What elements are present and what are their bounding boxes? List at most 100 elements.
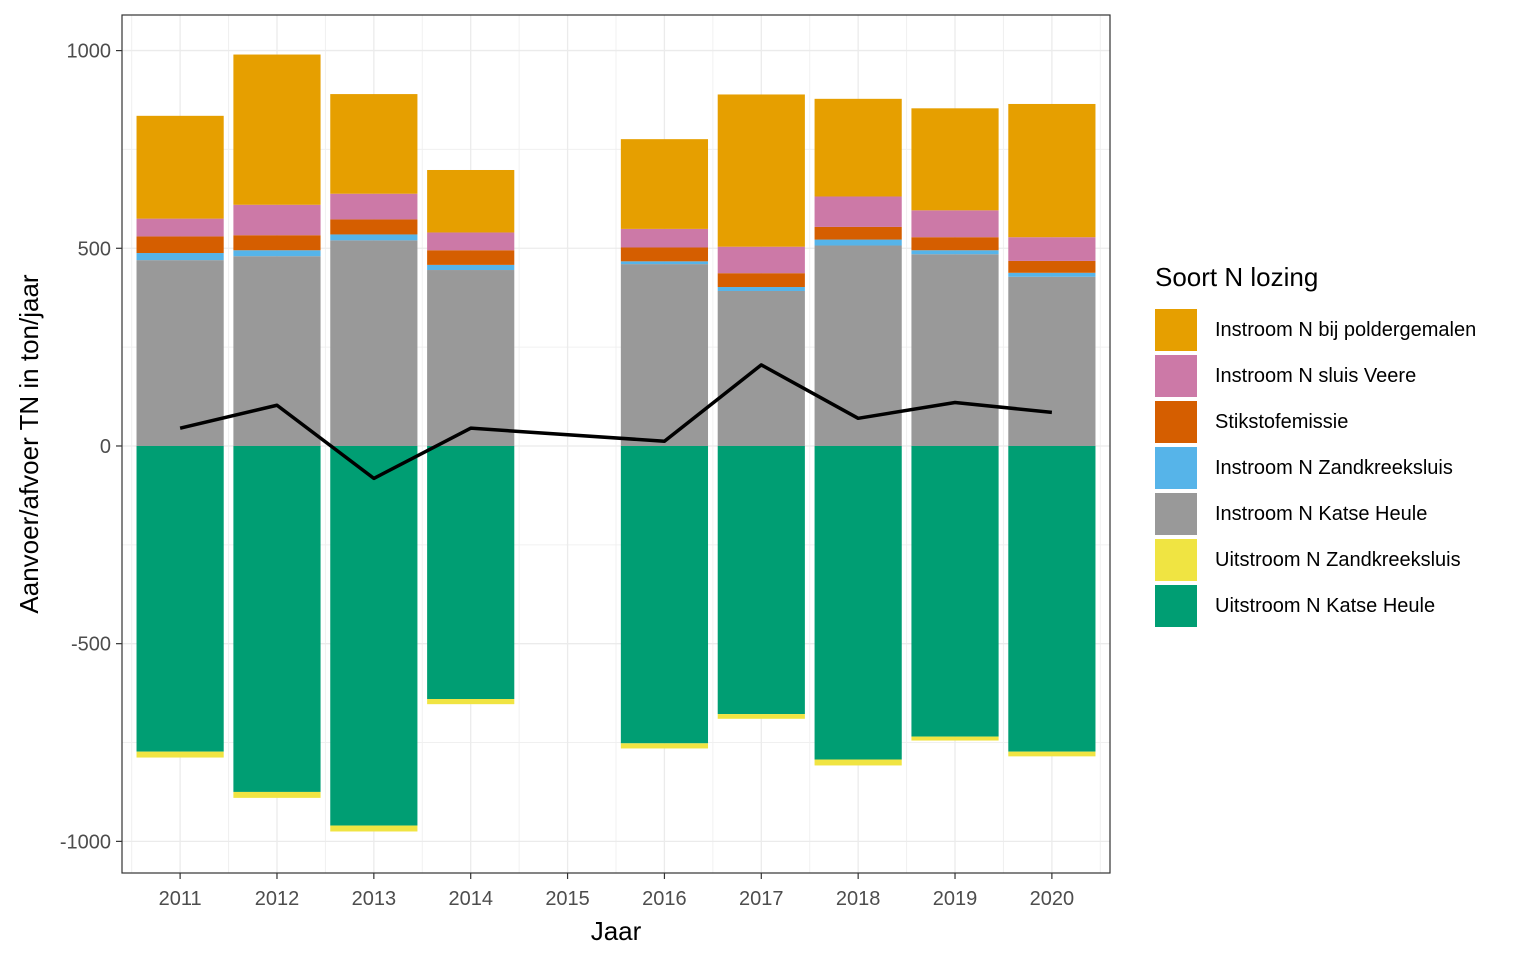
bar-segment-uitstroom-n-katse-heule-2012 (233, 445, 321, 792)
legend-item: Stikstofemissie (1155, 399, 1476, 445)
bar-segment-instroom-n-sluis-veere-2012 (233, 204, 321, 236)
bar-segment-instroom-n-katse-heule-2019 (911, 254, 999, 446)
legend-swatch (1155, 493, 1197, 535)
bar-segment-instroom-n-zandkreeksluis-2019 (911, 250, 999, 255)
bar-segment-stikstofemissie-2013 (330, 219, 418, 235)
bar-segment-instroom-n-sluis-veere-2018 (814, 196, 902, 227)
bar-segment-stikstofemissie-2014 (427, 250, 515, 265)
bar-segment-instroom-n-sluis-veere-2020 (1008, 237, 1096, 261)
legend: Soort N lozing Instroom N bij poldergema… (1155, 262, 1476, 629)
x-axis-ticks: 2011 2012 2013 2014 2015 2016 2017 2018 2019 2020 (159, 873, 1075, 910)
bar-segment-instroom-n-bij-poldergemalen-2014 (427, 169, 515, 233)
bar-segment-stikstofemissie-2019 (911, 237, 999, 251)
net-balance-line (179, 363, 1053, 481)
legend-items: Instroom N bij poldergemalen Instroom N s… (1155, 307, 1476, 629)
bar-segment-instroom-n-sluis-veere-2013 (330, 193, 418, 220)
y-tick-label: 500 (78, 238, 111, 260)
bar-segment-instroom-n-zandkreeksluis-2012 (233, 250, 321, 257)
x-tick-label: 2011 (159, 888, 202, 910)
legend-label: Uitstroom N Zandkreeksluis (1215, 548, 1461, 571)
bar-segment-instroom-n-zandkreeksluis-2016 (620, 261, 709, 265)
bar-segment-instroom-n-katse-heule-2013 (330, 240, 418, 446)
legend-label: Instroom N Zandkreeksluis (1215, 456, 1453, 479)
legend-item: Instroom N sluis Veere (1155, 353, 1476, 399)
legend-item: Instroom N Katse Heule (1155, 491, 1476, 537)
legend-swatch (1155, 355, 1197, 397)
legend-item: Uitstroom N Zandkreeksluis (1155, 537, 1476, 583)
x-tick-label: 2019 (933, 888, 978, 910)
bar-segment-instroom-n-bij-poldergemalen-2011 (136, 115, 224, 219)
bar-segment-stikstofemissie-2011 (136, 236, 224, 254)
x-tick-label: 2020 (1030, 888, 1075, 910)
bar-segment-instroom-n-zandkreeksluis-2011 (136, 253, 224, 261)
bar-segment-stikstofemissie-2020 (1008, 260, 1096, 273)
y-axis-ticks: -1000 -500 0 500 1000 (60, 41, 122, 853)
x-axis-title: Jaar (591, 916, 642, 946)
bar-segment-instroom-n-katse-heule-2017 (717, 290, 805, 446)
bar-segment-instroom-n-zandkreeksluis-2014 (427, 264, 515, 271)
legend-swatch (1155, 585, 1197, 627)
legend-label: Instroom N sluis Veere (1215, 364, 1417, 387)
bar-segment-instroom-n-bij-poldergemalen-2017 (717, 94, 805, 247)
bar-segment-instroom-n-bij-poldergemalen-2012 (233, 54, 321, 205)
bar-segment-stikstofemissie-2018 (814, 226, 902, 240)
stacked-bars (136, 54, 1096, 832)
legend-swatch (1155, 447, 1197, 489)
bar-segment-uitstroom-n-katse-heule-2016 (620, 445, 709, 744)
bar-segment-uitstroom-n-zandkreeksluis-2016 (620, 743, 709, 749)
y-tick-label: 1000 (67, 41, 112, 63)
legend-swatch (1155, 309, 1197, 351)
legend-swatch (1155, 401, 1197, 443)
x-tick-label: 2018 (836, 888, 881, 910)
legend-swatch (1155, 539, 1197, 581)
bar-segment-instroom-n-sluis-veere-2019 (911, 210, 999, 238)
bar-segment-stikstofemissie-2017 (717, 273, 805, 288)
bar-segment-instroom-n-katse-heule-2014 (427, 270, 515, 446)
x-tick-label: 2013 (352, 888, 397, 910)
bar-segment-uitstroom-n-katse-heule-2020 (1008, 445, 1096, 752)
bar-segment-instroom-n-sluis-veere-2016 (620, 228, 709, 248)
x-tick-label: 2016 (642, 888, 687, 910)
bar-segment-uitstroom-n-katse-heule-2013 (330, 445, 418, 826)
legend-label: Instroom N Katse Heule (1215, 502, 1428, 525)
bar-segment-uitstroom-n-zandkreeksluis-2017 (717, 714, 805, 719)
bar-segment-instroom-n-katse-heule-2016 (620, 264, 709, 446)
y-tick-label: -1000 (60, 831, 111, 853)
y-tick-label: -500 (71, 634, 111, 656)
bar-segment-uitstroom-n-zandkreeksluis-2019 (911, 736, 999, 741)
bar-segment-instroom-n-zandkreeksluis-2018 (814, 239, 902, 246)
bar-segment-instroom-n-zandkreeksluis-2013 (330, 234, 418, 241)
bar-segment-instroom-n-bij-poldergemalen-2020 (1008, 103, 1096, 238)
bar-segment-instroom-n-katse-heule-2018 (814, 245, 902, 446)
x-tick-label: 2015 (545, 888, 590, 910)
legend-item: Uitstroom N Katse Heule (1155, 583, 1476, 629)
bar-segment-uitstroom-n-zandkreeksluis-2020 (1008, 751, 1096, 757)
bar-segment-uitstroom-n-zandkreeksluis-2018 (814, 759, 902, 766)
legend-label: Instroom N bij poldergemalen (1215, 318, 1477, 341)
x-tick-label: 2014 (448, 888, 493, 910)
y-axis-title: Aanvoer/afvoer TN in ton/jaar (14, 274, 44, 613)
legend-label: Stikstofemissie (1215, 410, 1349, 433)
x-tick-label: 2017 (739, 888, 784, 910)
bar-segment-uitstroom-n-katse-heule-2017 (717, 445, 805, 715)
bar-segment-instroom-n-bij-poldergemalen-2013 (330, 94, 418, 194)
bar-segment-uitstroom-n-zandkreeksluis-2014 (427, 699, 515, 705)
bar-segment-instroom-n-sluis-veere-2014 (427, 232, 515, 251)
legend-item: Instroom N bij poldergemalen (1155, 307, 1476, 353)
bar-segment-stikstofemissie-2016 (620, 247, 709, 262)
legend-title: Soort N lozing (1155, 262, 1319, 292)
bar-segment-instroom-n-katse-heule-2020 (1008, 276, 1096, 446)
legend-label: Uitstroom N Katse Heule (1215, 594, 1436, 617)
bar-segment-stikstofemissie-2012 (233, 235, 321, 251)
bar-segment-uitstroom-n-zandkreeksluis-2011 (136, 751, 224, 758)
bar-segment-instroom-n-bij-poldergemalen-2016 (620, 139, 709, 229)
bar-segment-uitstroom-n-zandkreeksluis-2013 (330, 825, 418, 832)
legend-item: Instroom N Zandkreeksluis (1155, 445, 1476, 491)
bar-segment-instroom-n-bij-poldergemalen-2018 (814, 98, 902, 197)
x-tick-label: 2012 (255, 888, 300, 910)
bar-segment-uitstroom-n-zandkreeksluis-2012 (233, 791, 321, 798)
bar-segment-uitstroom-n-katse-heule-2019 (911, 445, 999, 737)
bar-segment-uitstroom-n-katse-heule-2014 (427, 445, 515, 700)
net-line-layer (179, 363, 1053, 481)
